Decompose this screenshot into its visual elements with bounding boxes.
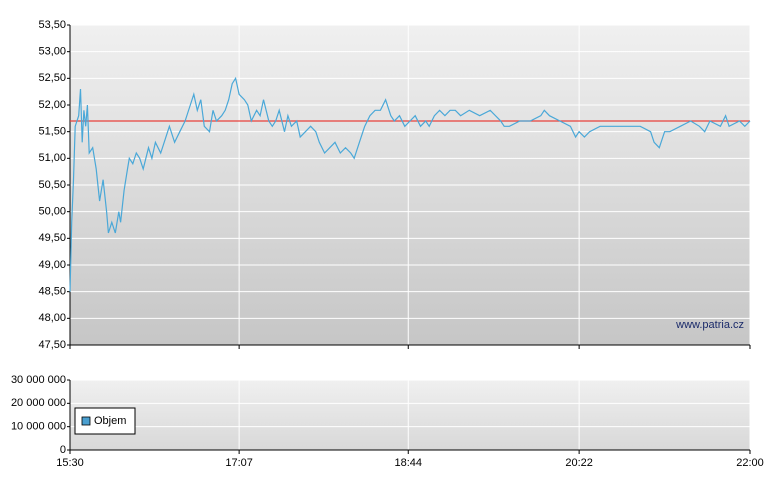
y-tick-label: 48,00 (38, 312, 66, 324)
y-tick-label: 51,50 (38, 126, 66, 138)
y-tick-label: 53,00 (38, 46, 66, 58)
x-tick-label: 15:30 (56, 457, 84, 469)
y-tick-label: 52,50 (38, 72, 66, 84)
watermark: www.patria.cz (675, 319, 744, 331)
y-tick-label: 52,00 (38, 99, 66, 111)
y-tick-label: 50,50 (38, 179, 66, 191)
price-line (69, 76, 751, 292)
x-tick-label: 17:07 (225, 457, 253, 469)
legend-swatch (81, 416, 91, 426)
x-tick-label: 22:00 (736, 457, 764, 469)
y-tick-label: 20 000 000 (11, 397, 66, 409)
y-tick-label: 50,00 (38, 206, 66, 218)
y-tick-label: 49,00 (38, 259, 66, 271)
y-tick-label: 53,50 (38, 19, 66, 31)
y-tick-label: 48,50 (38, 286, 66, 298)
y-tick-label: 49,50 (38, 232, 66, 244)
x-tick-label: 18:44 (394, 457, 422, 469)
y-tick-label: 51,00 (38, 152, 66, 164)
y-tick-label: 30 000 000 (11, 374, 66, 386)
volume-plot-area (70, 380, 750, 450)
y-tick-label: 10 000 000 (11, 421, 66, 433)
y-tick-label: 0 (60, 444, 66, 456)
legend-label: Objem (94, 415, 126, 427)
x-tick-label: 20:22 (565, 457, 593, 469)
y-tick-label: 47,50 (38, 339, 66, 351)
